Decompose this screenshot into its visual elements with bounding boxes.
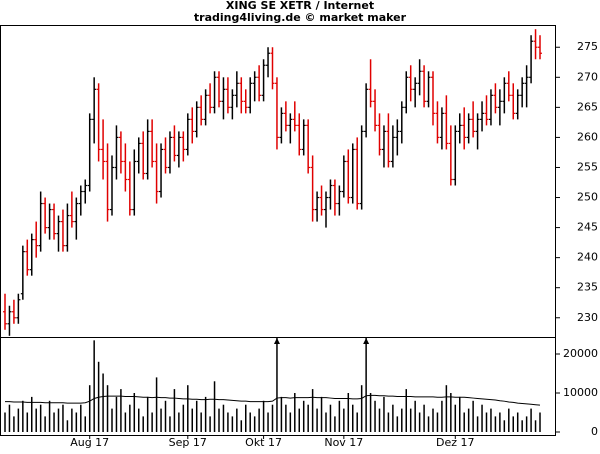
y-tick-label: 260 — [577, 130, 598, 143]
x-tick-label: Dez 17 — [436, 436, 475, 449]
x-tick-label: Okt 17 — [245, 436, 282, 449]
y-tick-label: 270 — [577, 70, 598, 83]
chart-subtitle: trading4living.de © market maker — [194, 11, 407, 24]
volume-overflow-arrow — [273, 338, 280, 344]
price-frame — [0, 25, 556, 338]
x-tick-label: Nov 17 — [324, 436, 363, 449]
y-tick-label: 245 — [577, 221, 598, 234]
x-tick-label: Aug 17 — [70, 436, 109, 449]
y-tick-label: 240 — [577, 251, 598, 264]
y-tick-label: 0 — [591, 425, 598, 438]
volume-frame — [0, 337, 556, 436]
volume-overflow-arrow — [363, 338, 370, 344]
chart-title: XING SE XETR / Internet — [226, 0, 374, 12]
y-tick-label: 275 — [577, 40, 598, 53]
y-tick-label: 10000 — [563, 386, 598, 399]
y-tick-label: 265 — [577, 100, 598, 113]
volume-average — [5, 394, 541, 406]
x-tick-label: Sep 17 — [169, 436, 207, 449]
y-tick-label: 255 — [577, 160, 598, 173]
y-tick-label: 20000 — [563, 347, 598, 360]
y-tick-label: 230 — [577, 311, 598, 324]
y-tick-label: 235 — [577, 281, 598, 294]
y-tick-label: 250 — [577, 191, 598, 204]
